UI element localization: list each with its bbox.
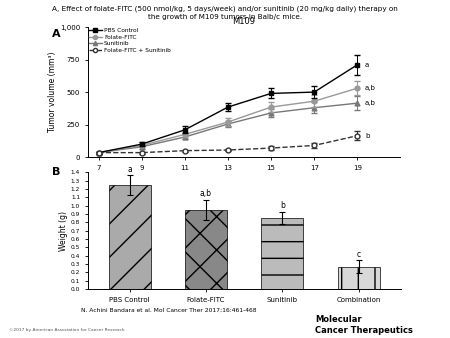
Bar [109, 185, 151, 289]
Bar [261, 218, 303, 289]
Text: A, Effect of folate-FITC (500 nmol/kg, 5 days/week) and/or sunitinib (20 mg/kg d: A, Effect of folate-FITC (500 nmol/kg, 5… [52, 5, 398, 11]
Text: a,b: a,b [365, 100, 376, 106]
Legend: PBS Control, Folate-FITC, Sunitinib, Folate-FITC + Sunitinib: PBS Control, Folate-FITC, Sunitinib, Fol… [88, 28, 171, 53]
Text: B: B [52, 167, 60, 177]
Text: ©2017 by American Association for Cancer Research: ©2017 by American Association for Cancer… [9, 328, 125, 332]
Text: b: b [365, 133, 369, 139]
Text: a: a [127, 165, 132, 174]
Y-axis label: Tumor volume (mm³): Tumor volume (mm³) [48, 52, 57, 132]
Text: Molecular: Molecular [315, 315, 362, 324]
Bar [338, 266, 379, 289]
Title: M109: M109 [233, 17, 256, 26]
Bar [185, 210, 227, 289]
Text: a,b: a,b [200, 189, 212, 198]
Text: the growth of M109 tumors in Balb/c mice.: the growth of M109 tumors in Balb/c mice… [148, 14, 302, 20]
Text: b: b [280, 201, 285, 210]
Text: a,b: a,b [365, 85, 376, 91]
Text: a: a [365, 62, 369, 68]
Text: Cancer Therapeutics: Cancer Therapeutics [315, 325, 413, 335]
Y-axis label: Weight (g): Weight (g) [59, 211, 68, 251]
Text: A: A [52, 29, 60, 39]
Text: c: c [356, 249, 360, 259]
Text: N. Achini Bandara et al. Mol Cancer Ther 2017;16:461-468: N. Achini Bandara et al. Mol Cancer Ther… [81, 308, 256, 313]
X-axis label: Days post tumor implantation: Days post tumor implantation [186, 174, 302, 183]
